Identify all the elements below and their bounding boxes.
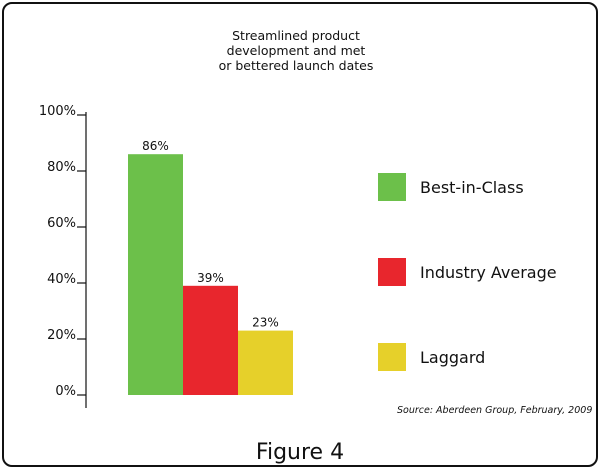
bar-industry-average [183,285,238,395]
source-note: Source: Aberdeen Group, February, 2009 [397,405,592,416]
bar-best-in-class [128,154,183,395]
data-labels: 86% 39% 23% [142,139,279,329]
legend-swatch [378,258,406,286]
y-tick-label: 40% [47,272,76,287]
legend-swatch [378,343,406,371]
y-axis: 0% 20% 40% 60% 80% 100% [39,104,87,408]
data-label: 86% [142,139,169,153]
legend-label: Laggard [420,348,485,367]
legend-label: Best-in-Class [420,178,524,197]
data-label: 39% [197,271,224,285]
y-tick-label: 60% [47,216,76,231]
y-tick-label: 80% [47,160,76,175]
bar-laggard [238,330,293,395]
figure-caption: Figure 4 [256,440,344,465]
legend-label: Industry Average [420,263,557,282]
bars [128,154,293,395]
legend-swatch [378,173,406,201]
chart-title-line: or bettered launch dates [219,58,374,73]
chart-title-line: development and met [227,43,366,58]
y-tick-label: 100% [39,104,76,119]
y-tick-label: 0% [55,384,76,399]
data-label: 23% [252,316,279,330]
chart-title-line: Streamlined product [232,28,360,43]
legend: Best-in-Class Industry Average Laggard [378,173,557,371]
y-tick-label: 20% [47,328,76,343]
